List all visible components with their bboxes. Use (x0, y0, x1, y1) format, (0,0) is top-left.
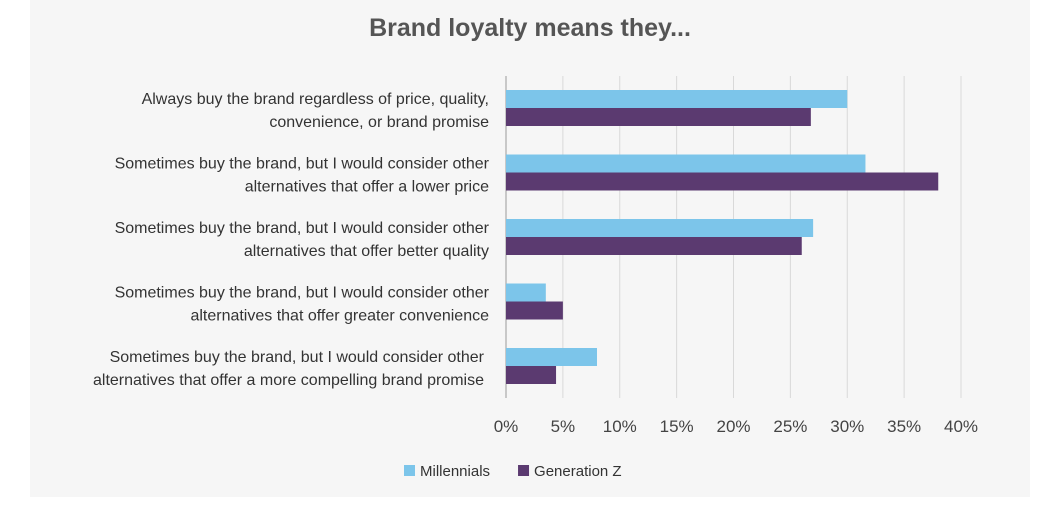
bar-millennials (506, 348, 597, 366)
x-tick-label: 5% (551, 417, 576, 436)
bar-generation-z (506, 237, 802, 255)
x-tick-label: 35% (887, 417, 921, 436)
bar-generation-z (506, 301, 563, 320)
bar-millennials (506, 283, 546, 302)
bar-millennials (506, 154, 866, 173)
legend-label: Generation Z (534, 463, 622, 480)
category-label: alternatives that offer a lower price (245, 179, 489, 196)
legend-swatch (404, 465, 415, 476)
bar-millennials (506, 90, 848, 108)
category-label: alternatives that offer better quality (244, 243, 489, 260)
x-tick-label: 15% (660, 417, 694, 436)
chart-title: Brand loyalty means they... (369, 14, 691, 42)
legend-swatch (518, 465, 530, 476)
x-tick-label: 0% (494, 417, 519, 436)
bar-generation-z (506, 172, 939, 191)
category-label: alternatives that offer a more compellin… (93, 372, 484, 389)
category-label: Sometimes buy the brand, but I would con… (110, 349, 485, 366)
bar-generation-z (506, 108, 811, 126)
x-tick-label: 40% (944, 417, 978, 436)
x-tick-label: 10% (603, 417, 637, 436)
x-tick-label: 20% (716, 417, 750, 436)
category-label: Sometimes buy the brand, but I would con… (115, 220, 490, 237)
x-tick-label: 30% (830, 417, 864, 436)
category-label: convenience, or brand promise (269, 114, 489, 131)
category-label: Sometimes buy the brand, but I would con… (115, 285, 490, 302)
category-label: Sometimes buy the brand, but I would con… (115, 156, 490, 173)
legend-label: Millennials (420, 463, 490, 480)
bar-millennials (506, 219, 814, 237)
category-label: alternatives that offer greater convenie… (190, 308, 489, 325)
category-label: Always buy the brand regardless of price… (142, 91, 489, 108)
bar-generation-z (506, 366, 557, 384)
x-tick-label: 25% (773, 417, 807, 436)
